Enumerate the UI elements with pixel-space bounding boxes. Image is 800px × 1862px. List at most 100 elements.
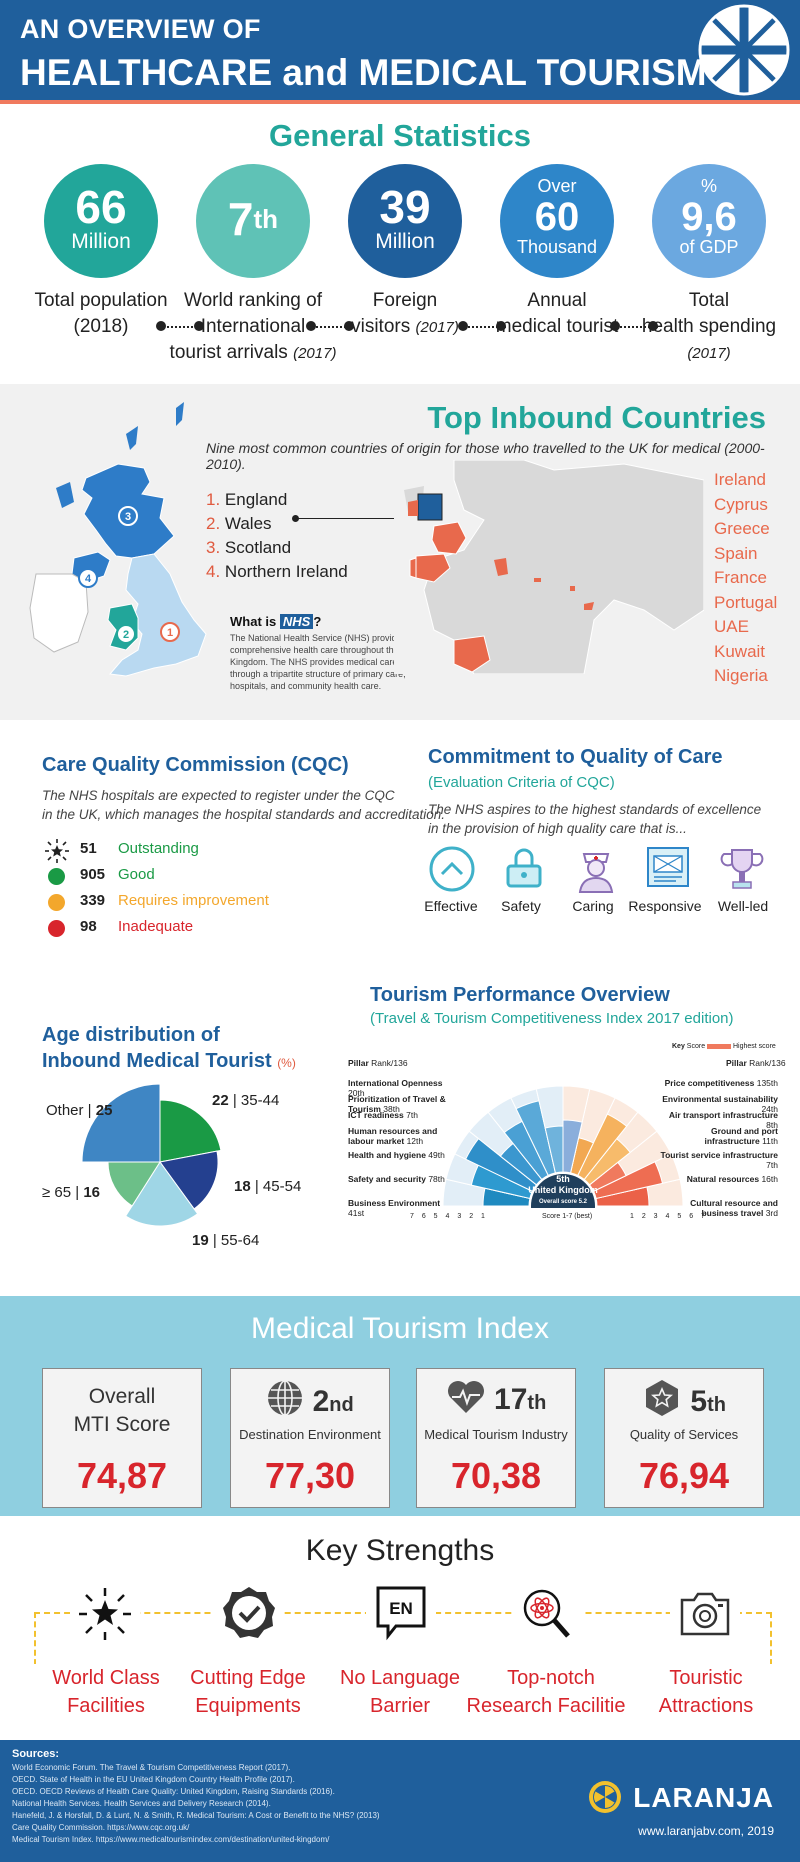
list-item: Medical Tourism Index. https://www.medic… [12,1835,330,1844]
pillar-left: Human resources and labour market 12th [348,1126,458,1146]
check-badge-icon [214,1584,284,1644]
country-list: Ireland Cyprus Greece Spain France Portu… [714,468,777,689]
pillar-name: Price competitiveness [664,1078,757,1088]
connector-dot [458,321,468,331]
connector [616,326,658,328]
caption-line: World ranking of [184,290,322,311]
stat-unit: Million [71,230,131,253]
globe-icon [268,1380,303,1416]
cqc-title: Care Quality Commission (CQC) [42,754,349,776]
radial-bar-left [503,1120,549,1181]
caption-text: tourist arrivals [169,342,288,363]
stat-value: 9,6 [681,195,737,239]
chevron-up-circle-icon [429,846,475,892]
strength-line: Attractions [658,1695,754,1717]
pillar-name: Cultural resource and business travel [690,1198,778,1218]
strength-cutting-edge-equipments: Cutting Edge Equipments [168,1664,328,1720]
strength-touristic-attractions: Touristic Attractions [626,1664,786,1720]
pillar-name: Safety and security [348,1174,429,1184]
age-label-other: Other | 25 [46,1102,112,1119]
stat-caption-ranking: World ranking of International tourist a… [168,288,338,367]
caption-note: (2017) [415,319,459,336]
connector-dot [648,321,658,331]
care-label-well-led: Well-led [717,898,769,914]
header-title-line2: HEALTHCARE and MEDICAL TOURISM in UK [20,52,800,100]
strength-line: Facilities [67,1695,145,1717]
map-marker-2: 2 [123,629,129,641]
stat-unit: Million [375,230,435,253]
center-rank: 5th [556,1174,570,1184]
key-swatch [707,1043,732,1049]
key-highest: Highest score [733,1043,776,1050]
pillar-rank: 135th [756,1078,778,1088]
age-label-35-44: 22 | 35-44 [212,1092,279,1109]
pillar-header: Pillar [726,1058,747,1068]
rating-label: Good [118,866,155,883]
axis-mid-label: Score 1-7 (best) [542,1213,593,1220]
commitment-text: The NHS aspires to the highest standards… [428,800,761,838]
list-item: 2. Wales [206,512,348,536]
age-title-line: Age distribution of [42,1024,220,1046]
strength-line: Equipments [195,1695,301,1717]
caption-text: visitors [351,316,411,337]
list-item: Kuwait [714,641,766,661]
pie-slice-45-54 [159,1150,219,1210]
stat-caption-medical-tourists: Annual medical tourist [472,288,642,340]
center-country: United Kingdom [528,1185,598,1195]
pillar-right: Ground and port infrastructure 11th [660,1126,778,1146]
care-label-caring: Caring [572,898,614,914]
pillar-right: Tourist service infrastructure 7th [660,1150,778,1170]
connector-dot [344,321,354,331]
stat-unit: of GDP [679,237,739,257]
age-and-tourism-section: Age distribution of Inbound Medical Tour… [0,982,800,1290]
rating-count: 51 [80,840,97,857]
region-number: 1. [206,490,221,509]
age-title-line: Inbound Medical Tourist [42,1050,272,1072]
dashed-frame [34,1612,772,1684]
stat-prefix: Over [537,176,577,196]
list-item: 1. England [206,488,348,512]
axis-left-ticks: 7 6 5 4 3 2 1 [410,1213,485,1220]
connector-dot [496,321,506,331]
list-item: Ireland [714,470,766,489]
header-title-line1: AN OVERVIEW OF [20,14,261,44]
map-marker-1: 1 [167,627,173,639]
pillar-rank: 49th [428,1150,445,1160]
rank-header: Rank/136 [371,1058,408,1068]
list-item: Hanefeld, J. & Horsfall, D. & Lunt, N. &… [12,1811,380,1820]
list-item: Care Quality Commission. https://www.cqc… [12,1823,190,1832]
pillar-header: Pillar [348,1058,369,1068]
mti-card-quality-of-services: 5th Quality of Services 76,94 [604,1368,764,1508]
pillar-name: Natural resources [686,1174,762,1184]
connector-dot [610,321,620,331]
green-dot-icon [48,868,65,885]
red-dot-icon [48,920,65,937]
strength-line: Top-notch [507,1667,595,1689]
website-link[interactable]: www.laranjabv.com, 2019 [638,1824,774,1838]
radial-bar-left [470,1164,534,1200]
orange-slice-logo-icon [589,1781,621,1813]
radial-bar-left [482,1187,531,1207]
strength-line: Barrier [369,1695,430,1717]
age-label-value: 22 [212,1092,229,1109]
list-item: OECD. OECD Reviews of Health Care Qualit… [12,1787,335,1796]
connector-dot [156,321,166,331]
radial-center [531,1174,595,1208]
trophy-icon [720,849,764,889]
age-pie-chart [81,1083,222,1227]
age-title: Age distribution of Inbound Medical Tour… [42,1022,296,1076]
brand-name: LARANJA [633,1782,774,1813]
axis-right-ticks: 1 2 3 4 5 6 7 [630,1213,705,1220]
strength-line: No Language [339,1667,461,1689]
rank-suffix: th [527,1392,547,1414]
caption-note: (2017) [687,345,731,362]
pillar-right: Air transport infrastructure 8th [660,1110,778,1130]
stat-value: 66 [75,181,127,233]
list-item: 4. Northern Ireland [206,560,348,584]
radial-bar-right [562,1119,583,1174]
strength-line: World Class [52,1667,160,1689]
caption-line: visitors (2017) [320,314,490,341]
connector-dot [194,321,204,331]
nhs-info: What is NHS? The National Health Service… [230,614,430,692]
stat-value: 7th [196,196,310,242]
